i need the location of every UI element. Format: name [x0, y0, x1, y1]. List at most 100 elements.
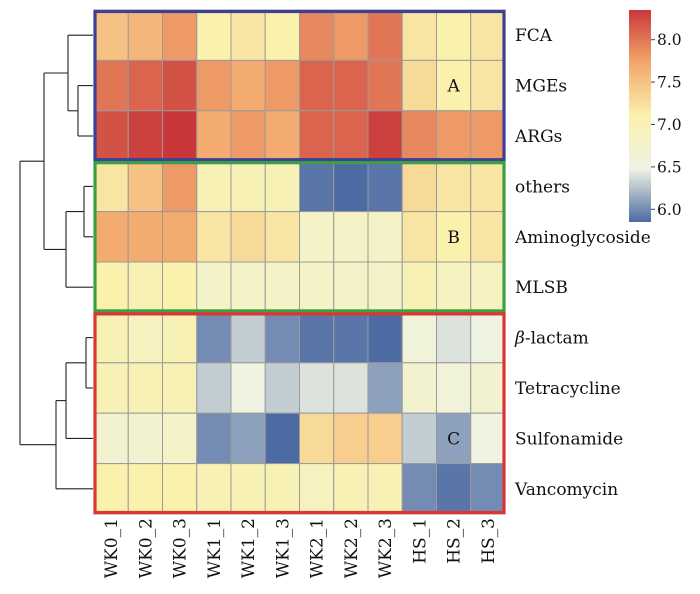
heatmap-cell	[196, 362, 232, 414]
heatmap-cell	[470, 412, 506, 465]
column-label: HS_3	[479, 518, 499, 564]
heatmap-cell	[299, 311, 335, 364]
heatmap-cell	[470, 160, 506, 213]
column-label: WK1_1	[205, 518, 225, 578]
column-label: WK2_3	[376, 518, 396, 578]
heatmap-cell	[299, 412, 335, 465]
heatmap-cell	[230, 110, 266, 162]
heatmap-cell	[196, 311, 232, 364]
heatmap-cell	[127, 362, 163, 414]
cluster-box-a	[93, 9, 506, 162]
colorbar-tick-label: 6.5	[657, 158, 682, 176]
heatmap-cell	[299, 59, 335, 112]
column-label: HS_2	[445, 518, 465, 564]
row-label: Vancomycin	[514, 480, 618, 500]
heatmap-cell	[299, 463, 335, 515]
column-label: WK0_2	[136, 518, 156, 578]
column-label: WK2_2	[342, 518, 362, 578]
cluster-boxes	[93, 9, 506, 515]
column-label: WK0_1	[102, 518, 122, 578]
heatmap-cell	[230, 9, 266, 61]
row-label: Aminoglycoside	[514, 228, 651, 248]
heatmap-cell	[333, 160, 369, 213]
heatmap-cell	[230, 412, 266, 465]
heatmap-cell	[162, 463, 198, 515]
heatmap-cell	[127, 463, 163, 515]
heatmap-cell	[264, 412, 300, 465]
heatmap-cell	[127, 211, 163, 263]
heatmap-cell	[162, 261, 198, 313]
heatmap-cell	[264, 9, 300, 61]
heatmap-cell	[470, 463, 506, 515]
heatmap-cell	[333, 311, 369, 364]
heatmap-cell	[401, 463, 437, 515]
heatmap-cell	[367, 110, 403, 162]
row-label: Sulfonamide	[515, 429, 623, 449]
row-label: FCA	[515, 26, 553, 46]
cluster-labels: A B C	[446, 77, 460, 450]
heatmap-cell	[196, 110, 232, 162]
heatmap-cell	[299, 160, 335, 213]
row-dendrogram	[19, 34, 93, 490]
colorbar: 6.0 6.5 7.0 7.5 8.0	[629, 10, 682, 222]
heatmap-cell	[333, 362, 369, 414]
row-label: MGEs	[515, 77, 567, 97]
heatmap-cell	[230, 211, 266, 263]
column-label: WK1_3	[273, 518, 293, 578]
heatmap-cell	[196, 59, 232, 112]
heatmap-cell	[264, 362, 300, 414]
heatmap-cell	[162, 412, 198, 465]
heatmap-cell	[196, 211, 232, 263]
heatmap-cell	[367, 463, 403, 515]
heatmap-cell	[162, 362, 198, 414]
cluster-label-b: B	[447, 228, 460, 248]
heatmap-cell	[196, 9, 232, 61]
colorbar-gradient	[629, 10, 651, 222]
heatmap-cell	[299, 211, 335, 263]
heatmap-cell	[436, 261, 472, 313]
cluster-label-a: A	[446, 77, 460, 97]
cluster-box-b	[93, 161, 506, 313]
colorbar-tick-label: 6.0	[657, 201, 682, 219]
heatmap-cell	[299, 261, 335, 313]
heatmap-cell	[333, 211, 369, 263]
heatmap-cell	[162, 311, 198, 364]
heatmap-cell	[230, 160, 266, 213]
heatmap-cell	[401, 211, 437, 263]
heatmap-cell	[367, 211, 403, 263]
heatmap-cell	[333, 110, 369, 162]
heatmap-cell	[93, 9, 129, 61]
heatmap-cell	[230, 362, 266, 414]
heatmap-cell	[333, 412, 369, 465]
heatmap-cell	[162, 160, 198, 213]
heatmap-cell	[127, 261, 163, 313]
cluster-box-c	[93, 312, 506, 515]
heatmap-cell	[367, 311, 403, 364]
heatmap-cell	[264, 463, 300, 515]
heatmap-cell	[436, 110, 472, 162]
row-labels: FCA MGEs ARGs others Aminoglycoside MLSB β-lac…	[514, 26, 651, 500]
heatmap-cell	[127, 311, 163, 364]
column-labels: WK0_1 WK0_2 WK0_3 WK1_1 WK1_2 WK1_3 WK2_1 WK2_2…	[102, 518, 499, 578]
heatmap-cell	[162, 110, 198, 162]
heatmap-cell	[333, 9, 369, 61]
heatmap-cell	[436, 9, 472, 61]
heatmap-cell	[401, 261, 437, 313]
heatmap-cell	[196, 412, 232, 465]
heatmap-cell	[93, 362, 129, 414]
heatmap-cell	[93, 59, 129, 112]
heatmap-cell	[93, 160, 129, 213]
heatmap-cell	[470, 311, 506, 364]
heatmap-cell	[127, 412, 163, 465]
heatmap-cell	[333, 463, 369, 515]
heatmap-cell	[264, 311, 300, 364]
heatmap-cell	[436, 412, 472, 465]
heatmap-cell	[470, 9, 506, 61]
heatmap-cell	[367, 160, 403, 213]
heatmap-cell	[196, 463, 232, 515]
row-label: MLSB	[515, 278, 568, 298]
heatmap-cell	[470, 261, 506, 313]
heatmap-cell	[367, 362, 403, 414]
cluster-label-c: C	[447, 429, 460, 449]
